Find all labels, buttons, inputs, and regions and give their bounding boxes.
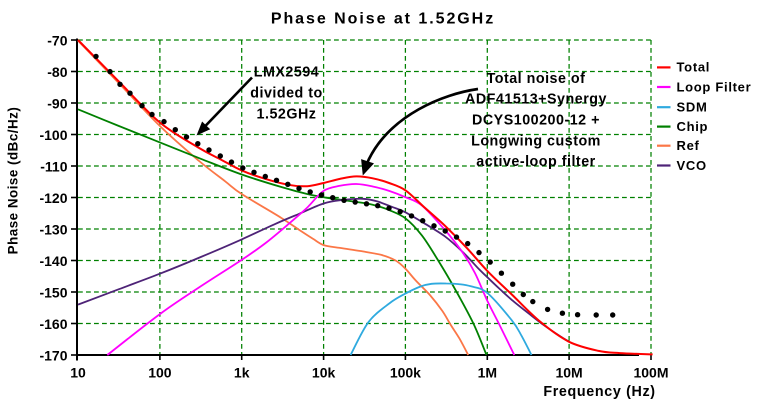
svg-text:10M: 10M — [555, 364, 582, 380]
svg-text:LMX2594: LMX2594 — [254, 65, 319, 81]
svg-text:-130: -130 — [39, 221, 67, 237]
svg-text:100: 100 — [148, 364, 172, 380]
svg-text:Ref: Ref — [677, 138, 700, 153]
svg-text:1M: 1M — [478, 364, 497, 380]
svg-text:Loop Filter: Loop Filter — [677, 79, 752, 94]
svg-text:Phase Noise (dBc/Hz): Phase Noise (dBc/Hz) — [6, 107, 21, 255]
svg-text:Total noise of: Total noise of — [487, 71, 586, 87]
svg-text:-110: -110 — [40, 158, 67, 174]
svg-text:Longwing custom: Longwing custom — [471, 133, 601, 149]
svg-text:10k: 10k — [312, 364, 336, 380]
svg-text:-140: -140 — [39, 253, 67, 269]
svg-text:Chip: Chip — [677, 119, 709, 134]
svg-text:1k: 1k — [234, 364, 250, 380]
svg-text:-80: -80 — [47, 64, 67, 80]
svg-text:DCYS100200-12 +: DCYS100200-12 + — [472, 113, 600, 129]
svg-text:Frequency (Hz): Frequency (Hz) — [543, 384, 655, 400]
svg-text:-160: -160 — [39, 316, 67, 332]
svg-text:-120: -120 — [39, 190, 67, 206]
svg-text:ADF41513+Synergy: ADF41513+Synergy — [465, 92, 607, 108]
svg-text:100k: 100k — [390, 364, 421, 380]
svg-text:-90: -90 — [47, 95, 67, 111]
svg-text:100M: 100M — [633, 364, 668, 380]
svg-text:VCO: VCO — [677, 158, 707, 173]
svg-text:Phase Noise at 1.52GHz: Phase Noise at 1.52GHz — [271, 11, 495, 28]
svg-text:divided to: divided to — [250, 86, 323, 102]
svg-text:10: 10 — [70, 364, 86, 380]
svg-text:-100: -100 — [39, 127, 67, 143]
svg-text:1.52GHz: 1.52GHz — [257, 107, 317, 123]
svg-text:-170: -170 — [39, 347, 67, 363]
svg-text:-70: -70 — [47, 32, 67, 48]
svg-text:SDM: SDM — [677, 100, 708, 115]
svg-text:-150: -150 — [39, 284, 67, 300]
svg-text:active-loop filter: active-loop filter — [476, 154, 595, 170]
svg-text:Total: Total — [677, 60, 711, 75]
